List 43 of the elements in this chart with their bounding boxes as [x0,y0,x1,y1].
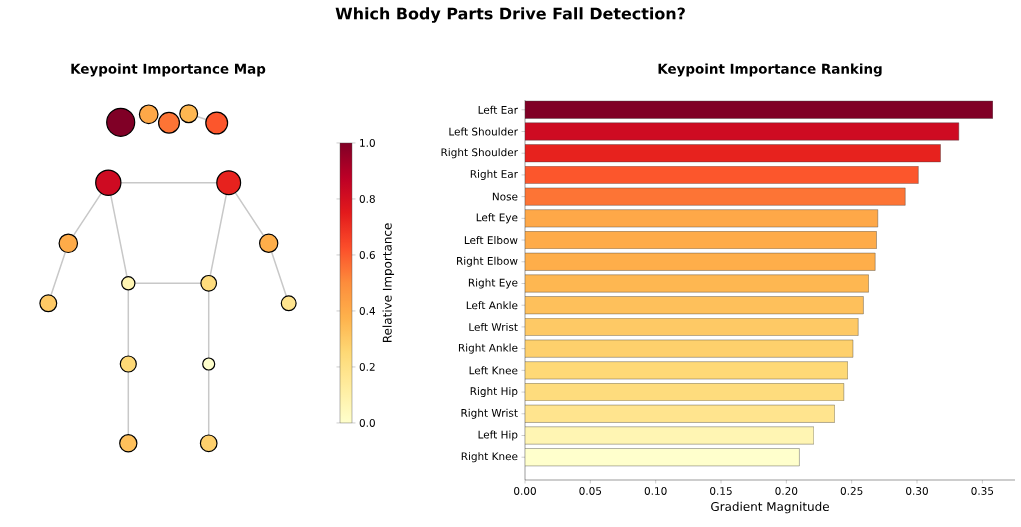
y-tick-label: Left Ear [478,105,518,114]
color-bar-label: 0.8 [359,194,375,203]
bar [525,187,906,206]
y-tick-label: Left Shoulder [449,127,518,136]
y-tick-label: Left Ankle [466,301,518,310]
x-tick-label: 0.00 [514,487,536,495]
bar [525,231,877,249]
color-bar-label: 0.4 [359,306,376,315]
y-tick-label: Right Shoulder [441,148,518,159]
x-tick-label: 0.15 [710,487,732,495]
x-axis-title: Gradient Magnitude [711,501,829,514]
x-tick-label: 0.25 [840,487,863,495]
y-tick-label: Left Elbow [464,236,518,245]
x-tick-label: 0.35 [971,487,994,495]
y-tick-label: Right Eye [468,278,518,289]
bar [525,318,859,336]
color-bar-label: 0.2 [359,362,375,371]
text: Which Body Parts Drive Fall Detection? [335,7,685,23]
bar [525,166,919,184]
color-bar-label: 1.0 [360,138,375,147]
y-tick-label: Right Elbow [457,256,518,267]
y-tick-label: Right Ankle [458,343,518,354]
x-tick-label: 0.20 [775,487,798,495]
x-tick-label: 0.05 [579,487,602,495]
y-tick-label: Right Ear [470,169,518,180]
y-tick-label: Right Wrist [461,408,518,419]
x-tick-label: 0.30 [906,487,928,495]
y-tick-label: Left Hip [478,430,518,441]
bar [525,361,848,380]
bar [525,426,814,445]
y-tick-label: Nose [492,192,518,201]
y-tick-label: Left Wrist [469,322,518,331]
y-tick-label: Left Knee [469,366,518,375]
text: Keypoint Importance Map [71,63,266,77]
y-tick-label: Right Knee [461,452,518,463]
bar [525,274,869,293]
x-tick-label: 0.10 [644,487,667,495]
y-tick-label: Right Hip [470,387,518,398]
color-bar-label: 0.6 [359,250,375,259]
y-tick-label: Left Eye [476,213,518,224]
color-bar-title: Relative Importance [382,223,395,343]
color-bar-label: 0.0 [359,418,375,427]
chart-title: Keypoint Importance Ranking [658,63,882,77]
